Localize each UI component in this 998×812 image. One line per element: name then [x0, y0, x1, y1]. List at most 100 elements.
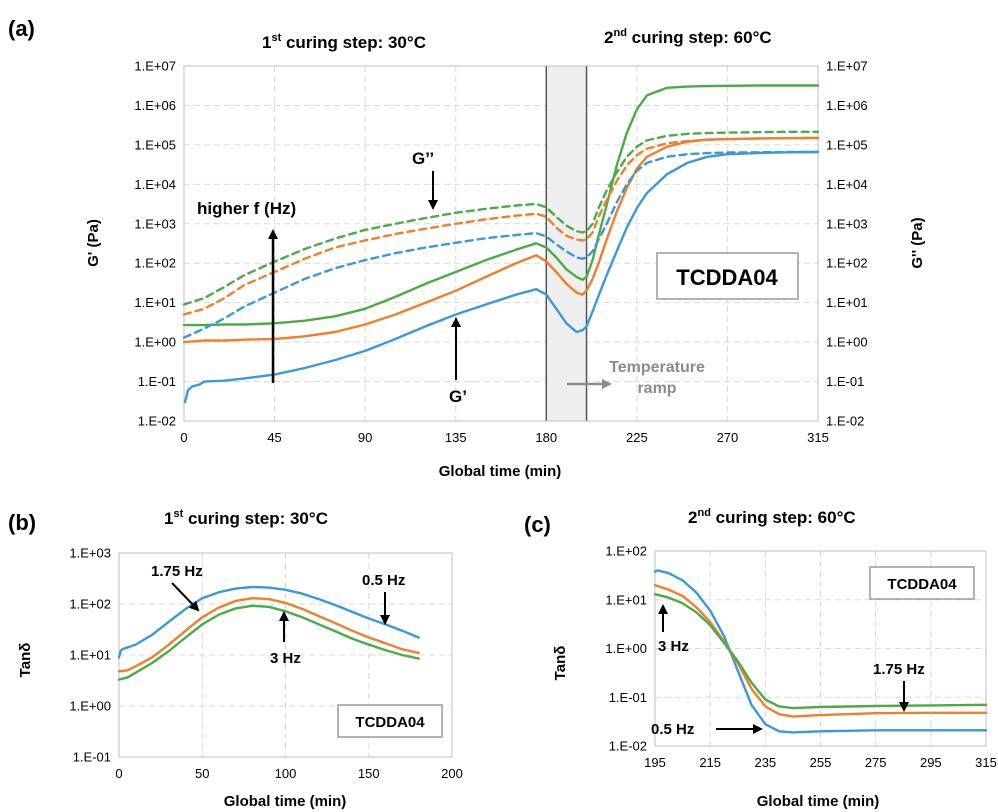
panel-b-y-label: Tanδ: [17, 643, 34, 678]
x-tick-label: 0: [115, 766, 122, 781]
temperature-ramp-label: Temperature: [609, 359, 705, 376]
y-tick-label: 1.E+02: [69, 597, 111, 612]
label-05hz-b: 0.5 Hz: [362, 572, 405, 589]
panel-a-letter: (a): [8, 16, 35, 41]
series-orange-solid: [182, 136, 820, 344]
series-green-solid: [653, 593, 988, 710]
label-175hz-c: 1.75 Hz: [873, 661, 925, 678]
x-tick-label: 50: [195, 766, 209, 781]
series-blue-solid: [183, 150, 820, 404]
label-3hz-c: 3 Hz: [658, 638, 689, 655]
panel-a-y-label-left: G' (Pa): [85, 219, 102, 267]
y-tick-label: 1.E+01: [134, 295, 176, 310]
label-175hz-b: 1.75 Hz: [151, 563, 203, 580]
y-tick-label: 1.E-01: [609, 690, 647, 705]
panel-c-y-ticks: 1.E-02 1.E-01 1.E+00 1.E+01 1.E+02: [605, 544, 647, 754]
panel-c-series: [653, 569, 988, 734]
x-tick-label: 225: [626, 430, 648, 445]
y-tick-label-right: 1.E+00: [826, 335, 868, 350]
panel-b: (b) 1st curing step: 30°C 0 50 100 150 200 1…: [8, 508, 463, 810]
arrow-175hz-b: [171, 582, 200, 612]
x-tick-label: 315: [975, 755, 997, 770]
y-tick-label-right: 1.E+06: [826, 98, 868, 113]
g-prime-label: G’: [449, 387, 467, 406]
series-blue-solid: [653, 569, 988, 734]
y-tick-label: 1.E+00: [134, 335, 176, 350]
y-tick-label: 1.E-02: [138, 414, 176, 429]
x-tick-label: 215: [699, 755, 721, 770]
x-tick-label: 195: [644, 755, 666, 770]
y-tick-label: 1.E+04: [134, 177, 176, 192]
sample-box-a: [656, 252, 799, 300]
x-tick-label: 180: [535, 430, 557, 445]
panel-a-x-ticks: 0 45 90 135 180 225 270 315: [180, 430, 828, 445]
series-orange-solid: [117, 597, 420, 673]
panel-c: (c) 2nd curing step: 60°C 195 215 235 255 27…: [524, 507, 997, 810]
panel-b-title: 1st curing step: 30°C: [164, 508, 328, 528]
x-tick-label: 135: [445, 430, 467, 445]
y-tick-label: 1.E+01: [69, 648, 111, 663]
panel-c-x-label: Global time (min): [757, 793, 880, 810]
y-tick-label: 1.E+00: [605, 641, 647, 656]
panel-a-x-label: Global time (min): [439, 463, 562, 480]
sample-box-b-label: TCDDA04: [355, 714, 425, 731]
panel-a-y-ticks-right: 1.E-02 1.E-01 1.E+00 1.E+01 1.E+02 1.E+03 1.E+…: [826, 59, 868, 429]
panel-b-x-ticks: 0 50 100 150 200: [115, 766, 462, 781]
panel-a-step1-title: 1st curing step: 30°C: [262, 32, 426, 52]
panel-a-y-ticks-left: 1.E-02 1.E-01 1.E+00 1.E+01 1.E+02 1.E+03 1.E+…: [134, 59, 176, 429]
x-tick-label: 45: [267, 430, 281, 445]
y-tick-label: 1.E+03: [69, 546, 111, 561]
series-green-solid: [117, 604, 420, 681]
panel-a-plot-area: [183, 65, 819, 422]
panel-a-step2-title: 2nd curing step: 60°C: [604, 27, 772, 47]
panel-a-grid: [183, 65, 819, 422]
y-tick-label: 1.E-01: [138, 374, 176, 389]
y-tick-label: 1.E+03: [134, 216, 176, 231]
x-tick-label: 275: [865, 755, 887, 770]
panel-c-letter: (c): [524, 512, 551, 537]
x-tick-label: 100: [275, 766, 297, 781]
y-tick-label: 1.E-02: [609, 739, 647, 754]
panel-b-y-ticks: 1.E-01 1.E+00 1.E+01 1.E+02 1.E+03: [69, 546, 111, 765]
panel-b-letter: (b): [8, 510, 36, 535]
g-double-prime-label: G’’: [412, 149, 434, 168]
x-tick-label: 315: [807, 430, 829, 445]
x-tick-label: 295: [920, 755, 942, 770]
panel-c-y-label: Tanδ: [552, 646, 569, 681]
x-tick-label: 270: [717, 430, 739, 445]
x-tick-label: 255: [810, 755, 832, 770]
temperature-ramp-region: [546, 66, 587, 421]
panel-b-x-label: Global time (min): [224, 793, 347, 810]
y-tick-label: 1.E+07: [134, 59, 176, 74]
label-05hz-c: 0.5 Hz: [651, 721, 694, 738]
x-tick-label: 150: [358, 766, 380, 781]
series-blue-solid: [117, 585, 420, 659]
y-tick-label: 1.E+01: [605, 592, 647, 607]
panel-a-series: [182, 84, 820, 404]
y-tick-label-right: 1.E+01: [826, 295, 868, 310]
x-tick-label: 200: [441, 766, 463, 781]
panel-b-series: [117, 585, 420, 681]
sample-box-c-label: TCDDA04: [887, 576, 957, 593]
y-tick-label: 1.E+06: [134, 98, 176, 113]
y-tick-label-right: 1.E+02: [826, 256, 868, 271]
panel-c-title: 2nd curing step: 60°C: [688, 507, 856, 527]
y-tick-label: 1.E+05: [134, 137, 176, 152]
y-tick-label-right: 1.E+03: [826, 216, 868, 231]
y-tick-label-right: 1.E-01: [826, 374, 864, 389]
temperature-ramp-label-2: ramp: [637, 380, 676, 397]
panel-c-x-ticks: 195 215 235 255 275 295 315: [644, 755, 997, 770]
x-tick-label: 235: [754, 755, 776, 770]
panel-c-plot-area: [654, 550, 987, 747]
x-tick-label: 90: [358, 430, 372, 445]
y-tick-label: 1.E+00: [69, 699, 111, 714]
x-tick-label: 0: [180, 430, 187, 445]
sample-box-c: [869, 566, 975, 600]
sample-box-b: [337, 704, 443, 738]
series-green-dashed: [182, 130, 820, 306]
panel-a: (a) 1st curing step: 30°C 2nd curing ste…: [8, 16, 926, 480]
y-tick-label-right: 1.E+05: [826, 137, 868, 152]
series-blue-dashed: [182, 150, 820, 339]
label-3hz-b: 3 Hz: [270, 650, 301, 667]
